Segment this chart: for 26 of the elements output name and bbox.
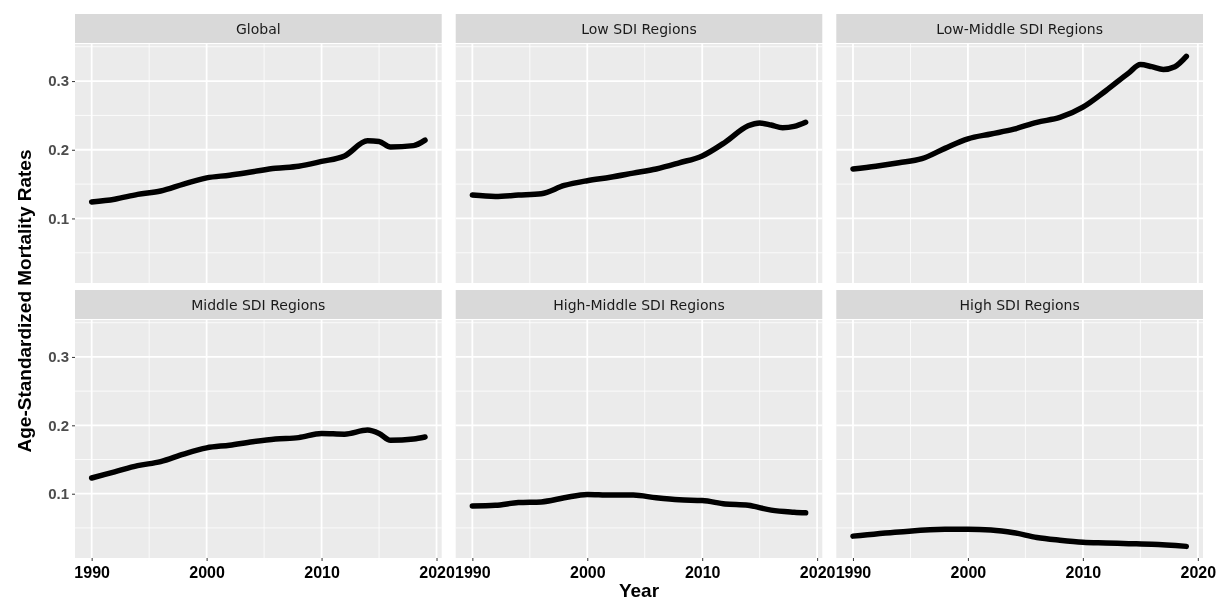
- x-tick-label: 2010: [304, 564, 340, 582]
- y-tick-label: 0.1: [48, 209, 69, 227]
- chart-title: Global: [236, 21, 281, 37]
- y-tick-label: 0.2: [48, 141, 69, 159]
- x-tick-label: 2020: [419, 564, 455, 582]
- chart-title: Low SDI Regions: [581, 21, 697, 37]
- y-tick-label: 0.3: [48, 348, 69, 366]
- x-tick-label: 1990: [835, 564, 872, 582]
- y-tick-label: 0.3: [48, 72, 69, 90]
- x-tick-label: 2010: [1065, 564, 1102, 582]
- y-axis-title: Age-Standardized Mortality Rates: [14, 149, 35, 453]
- x-axis-title: Year: [618, 580, 660, 600]
- x-tick-label: 2020: [1180, 564, 1217, 582]
- x-tick-label: 1990: [74, 564, 111, 582]
- x-tick-label: 2000: [189, 564, 226, 582]
- y-tick-label: 0.1: [48, 485, 69, 503]
- chart-title: High-Middle SDI Regions: [553, 297, 725, 313]
- x-tick-label: 2010: [684, 564, 721, 582]
- chart-title: High SDI Regions: [959, 297, 1080, 313]
- x-tick-label: 2020: [799, 564, 836, 582]
- x-tick-label: 2000: [569, 564, 606, 582]
- chart-title: Middle SDI Regions: [191, 297, 326, 313]
- x-tick-label: 1990: [455, 564, 491, 582]
- chart-title: Low-Middle SDI Regions: [936, 21, 1104, 37]
- y-tick-label: 0.2: [48, 416, 69, 434]
- x-tick-label: 2000: [950, 564, 987, 582]
